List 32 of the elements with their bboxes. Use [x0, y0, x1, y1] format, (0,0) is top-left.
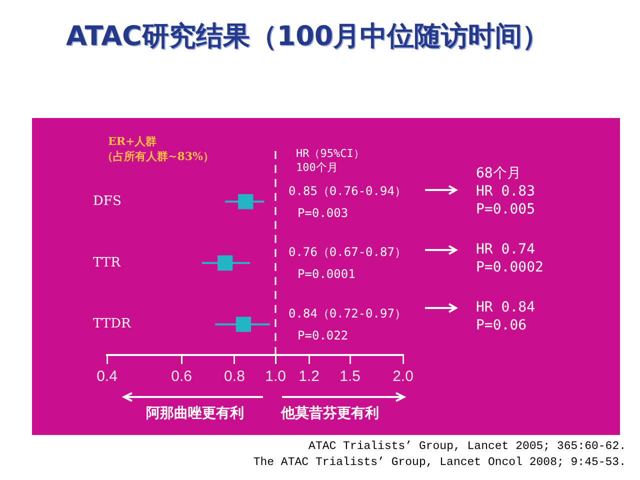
text: 他莫昔芬更有利: [280, 406, 379, 422]
annotation: （占所有人群~83%）: [102, 150, 214, 163]
x-tick-label: 0.6: [171, 368, 192, 386]
text: P=0.06: [476, 318, 527, 334]
x-tick-label: 0.8: [224, 368, 245, 386]
annotation: HR（95%CI）: [296, 146, 364, 160]
annotation: 0.85（0.76-0.94）: [288, 184, 406, 198]
annotation: P=0.0001: [298, 267, 356, 282]
y-tick-label: TTDR: [93, 316, 132, 332]
text: 68个月: [476, 166, 521, 182]
text: HR 0.84: [476, 300, 536, 316]
y-tick-label: TTR: [93, 255, 122, 270]
text: 阿那曲唑更有利: [146, 406, 244, 422]
text: HR 0.74: [476, 242, 536, 258]
y-tick-label: DFS: [93, 194, 122, 210]
text: P=0.005: [476, 202, 536, 218]
x-tick-label: 2.0: [392, 368, 414, 386]
annotation: 100个月: [296, 160, 338, 174]
annotation: 0.84（0.72-0.97）: [288, 306, 406, 320]
x-tick-label: 1.0: [265, 368, 286, 386]
annotation: P=0.003: [298, 206, 348, 220]
annotation: 0.76（0.67-0.87）: [288, 245, 406, 260]
text: ATAC Trialists’ Group, Lancet 2005; 365:60-62.: [308, 440, 626, 453]
x-tick-label: 1.2: [298, 368, 320, 386]
text: ER+人群: [108, 134, 157, 148]
x-tick-label: 0.4: [96, 368, 118, 386]
text: The ATAC Trialists’ Group, Lancet Oncol 2008; 9:45-53.: [253, 456, 626, 469]
chart-title: ATAC研究结果（100月中位随访时间）: [66, 20, 550, 54]
text: HR 0.83: [476, 184, 536, 200]
annotation: P=0.022: [298, 328, 348, 342]
x-tick-label: 1.5: [340, 368, 361, 386]
text: P=0.0002: [476, 260, 544, 276]
